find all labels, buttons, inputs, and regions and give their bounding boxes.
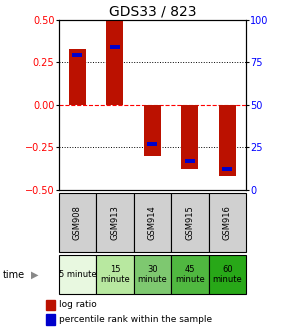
Bar [144,105,161,156]
Text: GSM916: GSM916 [223,205,232,240]
Text: GSM914: GSM914 [148,205,157,240]
Bar [185,159,195,163]
Bar [181,105,198,169]
Bar [171,255,209,294]
Text: time: time [3,270,25,280]
Bar [134,193,171,252]
Text: ▶: ▶ [31,270,39,280]
Text: 5 minute: 5 minute [59,270,96,279]
Bar [96,193,134,252]
Bar [59,193,96,252]
Text: log ratio: log ratio [59,301,97,309]
Bar [46,314,55,325]
Title: GDS33 / 823: GDS33 / 823 [109,5,196,18]
Bar [147,142,157,146]
Bar [96,255,134,294]
Bar [59,255,96,294]
Bar [209,255,246,294]
Bar [209,193,246,252]
Text: percentile rank within the sample: percentile rank within the sample [59,315,212,324]
Bar [106,20,123,105]
Text: 45
minute: 45 minute [175,265,205,284]
Text: GSM913: GSM913 [110,205,119,240]
Text: 15
minute: 15 minute [100,265,130,284]
Bar [171,193,209,252]
Text: GSM908: GSM908 [73,205,82,240]
Bar [222,167,232,171]
Text: GSM915: GSM915 [185,205,194,240]
Bar [134,255,171,294]
Bar [110,45,120,49]
Text: 30
minute: 30 minute [137,265,167,284]
Bar [72,53,82,58]
Text: 60
minute: 60 minute [212,265,242,284]
Bar [219,105,236,176]
Bar [69,48,86,105]
Bar [46,300,55,310]
